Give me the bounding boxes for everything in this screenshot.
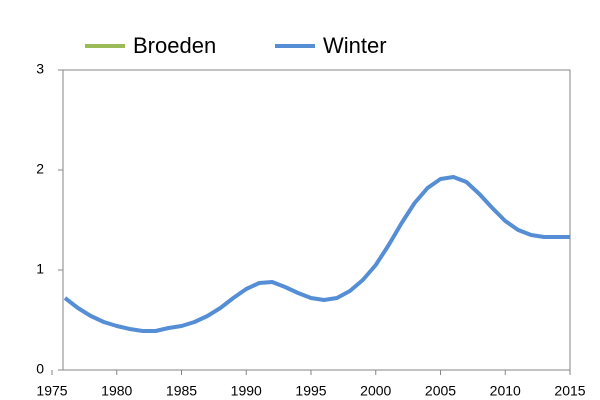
x-tick-label: 1975 [36, 383, 67, 399]
x-tick-label: 1985 [166, 383, 197, 399]
y-tick-label: 0 [36, 361, 44, 377]
x-tick-label: 2015 [554, 383, 585, 399]
y-tick-label: 3 [36, 61, 44, 77]
series-line [63, 175, 570, 333]
x-tick-label: 1995 [295, 383, 326, 399]
x-tick-label: 1990 [231, 383, 262, 399]
legend-label: Winter [323, 33, 387, 58]
y-tick-label: 1 [36, 261, 44, 277]
plot-frame [62, 69, 571, 371]
legend-label: Broeden [133, 33, 216, 58]
x-tick-label: 2000 [360, 383, 391, 399]
y-tick-label: 2 [36, 161, 44, 177]
x-tick-label: 2010 [490, 383, 521, 399]
x-tick-label: 2005 [425, 383, 456, 399]
x-tick-label: 1980 [101, 383, 132, 399]
